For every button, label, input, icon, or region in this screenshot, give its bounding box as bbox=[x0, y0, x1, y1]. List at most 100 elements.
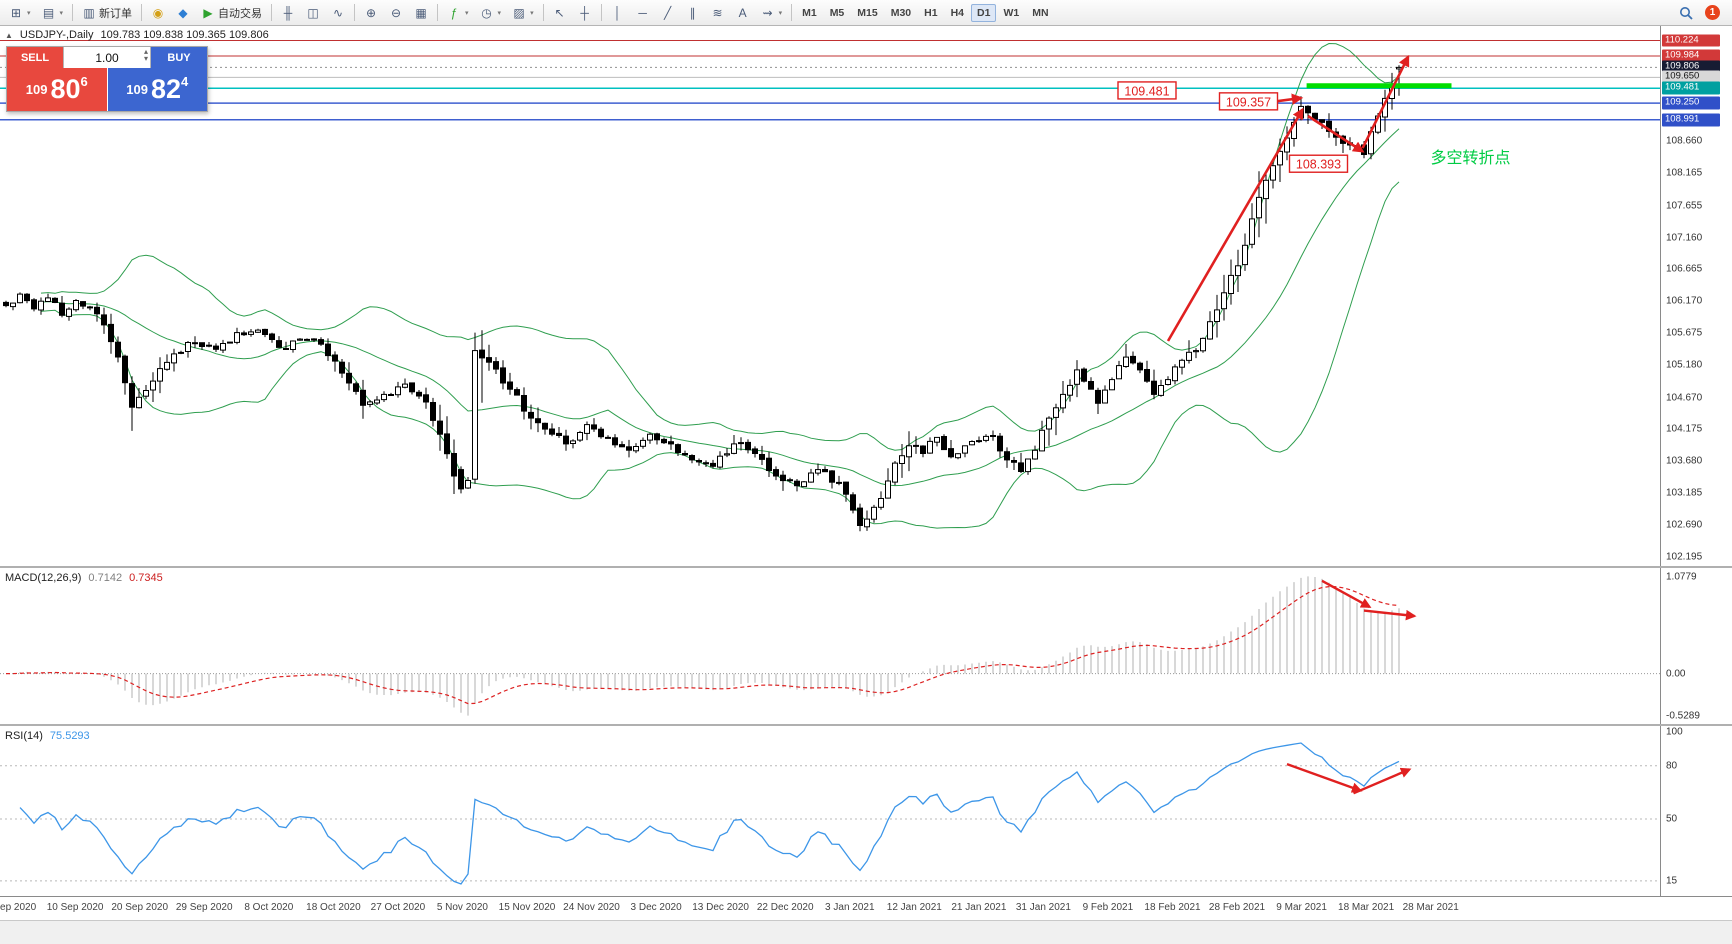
autotrading-button-label: 自动交易 bbox=[218, 7, 263, 20]
fibonacci-button[interactable]: ≋ bbox=[706, 3, 730, 23]
lot-increase-button[interactable]: ▴ bbox=[143, 47, 148, 56]
price-axis-label: 102.195 bbox=[1666, 551, 1703, 563]
date-label: 18 Oct 2020 bbox=[306, 902, 361, 913]
candles-mode-button[interactable]: ◫ bbox=[301, 3, 325, 23]
macd-canvas[interactable] bbox=[0, 568, 1660, 724]
date-label: 15 Nov 2020 bbox=[498, 902, 556, 913]
timeframe-w1[interactable]: W1 bbox=[1003, 6, 1020, 19]
price-axis-label: 106.665 bbox=[1666, 263, 1703, 275]
date-label: 31 Jan 2021 bbox=[1015, 902, 1071, 913]
text-button-icon: A bbox=[738, 5, 747, 20]
timeframe-m15[interactable]: M15 bbox=[857, 6, 878, 19]
ohlc-values: 109.783 109.838 109.365 109.806 bbox=[100, 29, 269, 41]
zoom-out-button[interactable]: ⊖ bbox=[384, 3, 408, 23]
date-label: 20 Sep 2020 bbox=[111, 902, 169, 913]
rsi-axis: 100 80 50 15 bbox=[1660, 726, 1732, 896]
one-click-trading-panel: SELL 1.00 ▴ ▾ BUY 109 80 6 109 bbox=[6, 46, 208, 112]
timeframe-m5[interactable]: M5 bbox=[829, 6, 845, 19]
channel-button-icon: ∥ bbox=[689, 5, 696, 20]
collapse-arrow-icon[interactable]: ▲ bbox=[5, 30, 13, 40]
sell-price[interactable]: 109 80 6 bbox=[7, 68, 108, 111]
zoom-in-button-icon: ⊕ bbox=[366, 5, 377, 20]
rsi-value: 75.5293 bbox=[49, 730, 90, 742]
indicators-button[interactable]: ƒ ▾ bbox=[442, 3, 474, 23]
toolbar-separator bbox=[141, 4, 143, 21]
sell-button[interactable]: SELL bbox=[7, 47, 63, 68]
date-label: 24 Nov 2020 bbox=[563, 902, 620, 913]
crosshair-button[interactable]: ┼ bbox=[573, 3, 597, 23]
notification-badge[interactable]: 1 bbox=[1705, 5, 1720, 20]
lot-size-value: 1.00 bbox=[95, 50, 119, 65]
new-chart-button-icon: ⊞ bbox=[10, 5, 22, 20]
timeframe-m30[interactable]: M30 bbox=[890, 6, 912, 19]
macd-axis-label: -0.5289 bbox=[1666, 710, 1700, 722]
timeframe-mn[interactable]: MN bbox=[1032, 6, 1049, 19]
price-axis: 108.660 108.165 107.655 107.160 106.665 106.1… bbox=[1660, 26, 1732, 566]
date-label: 9 Mar 2021 bbox=[1276, 902, 1327, 913]
bars-mode-button[interactable]: ╫ bbox=[276, 3, 300, 23]
price-axis-label: 104.175 bbox=[1666, 423, 1703, 435]
price-level-label: 110.224 bbox=[1662, 34, 1720, 47]
svg-text:多空转折点: 多空转折点 bbox=[1431, 149, 1511, 167]
date-label: 5 Nov 2020 bbox=[436, 902, 488, 913]
trendline-button[interactable]: ╱ bbox=[656, 3, 680, 23]
templates-button[interactable]: ▨ ▾ bbox=[507, 3, 539, 23]
buy-button[interactable]: BUY bbox=[151, 47, 207, 68]
search-icon[interactable] bbox=[1674, 3, 1698, 23]
chart-profiles-button[interactable]: ▤ ▾ bbox=[37, 3, 69, 23]
cursor-button[interactable]: ↖ bbox=[548, 3, 572, 23]
zoom-in-button[interactable]: ⊕ bbox=[359, 3, 383, 23]
horizontal-line-button[interactable]: ─ bbox=[631, 3, 655, 23]
periods-button-icon: ◷ bbox=[481, 5, 492, 20]
vertical-line-button-icon: │ bbox=[613, 5, 622, 20]
market-icon[interactable]: ◆ bbox=[171, 3, 195, 23]
line-mode-button[interactable]: ∿ bbox=[326, 3, 350, 23]
zoom-out-button-icon: ⊖ bbox=[391, 5, 402, 20]
chevron-down-icon: ▾ bbox=[27, 9, 31, 17]
sell-price-base: 109 bbox=[25, 82, 48, 97]
mql5-community-icon[interactable]: ◉ bbox=[146, 3, 170, 23]
timeframe-m1[interactable]: M1 bbox=[802, 6, 817, 19]
price-axis-label: 107.160 bbox=[1666, 232, 1703, 243]
macd-main-value: 0.7142 bbox=[88, 572, 123, 584]
timeframe-h1[interactable]: H1 bbox=[924, 6, 938, 19]
new-chart-button[interactable]: ⊞ ▾ bbox=[4, 3, 36, 23]
rsi-pane: RSI(14) 75.5293 100 80 50 15 bbox=[0, 724, 1732, 896]
new-order-button-icon: ▥ bbox=[83, 5, 95, 20]
date-label: 21 Jan 2021 bbox=[951, 902, 1007, 913]
macd-pane: MACD(12,26,9) 0.7142 0.7345 1.0779 0.00 -0… bbox=[0, 566, 1732, 724]
text-button[interactable]: A bbox=[731, 3, 755, 23]
trade-panel-header: SELL 1.00 ▴ ▾ BUY bbox=[7, 47, 207, 68]
macd-axis: 1.0779 0.00 -0.5289 bbox=[1660, 568, 1732, 724]
timeframe-d1[interactable]: D1 bbox=[971, 3, 997, 22]
date-axis: 1 Sep 2020 10 Sep 2020 20 Sep 2020 29 Sep 2… bbox=[0, 896, 1732, 920]
vertical-line-button[interactable]: │ bbox=[606, 3, 630, 23]
toolbar-separator bbox=[600, 4, 602, 21]
channel-button[interactable]: ∥ bbox=[681, 3, 705, 23]
lot-size-input[interactable]: 1.00 ▴ ▾ bbox=[63, 47, 151, 68]
timeframe-h4[interactable]: H4 bbox=[950, 6, 965, 19]
rsi-canvas[interactable] bbox=[0, 726, 1660, 896]
rsi-axis-label: 50 bbox=[1666, 813, 1678, 825]
toolbar-right: 1 bbox=[1674, 3, 1728, 23]
main-chart-pane: 109.481 109.357 108.393 多空转折点 ▲ USDJPY-,Dai… bbox=[0, 26, 1732, 566]
buy-price[interactable]: 109 82 4 bbox=[107, 68, 207, 111]
main-chart-canvas[interactable]: 109.481 109.357 108.393 多空转折点 bbox=[0, 26, 1660, 566]
buy-price-big: 82 bbox=[150, 74, 181, 104]
price-axis-label: 108.660 bbox=[1666, 135, 1703, 147]
trendline-button-icon: ╱ bbox=[663, 5, 672, 20]
tile-windows-button[interactable]: ▦ bbox=[409, 3, 433, 23]
new-order-button[interactable]: ▥ 新订单 bbox=[77, 2, 137, 24]
lot-decrease-button[interactable]: ▾ bbox=[143, 54, 148, 64]
price-axis-label: 105.180 bbox=[1666, 359, 1703, 371]
sell-price-big: 80 bbox=[50, 74, 81, 104]
periods-button[interactable]: ◷ ▾ bbox=[475, 3, 507, 23]
mql5-community-icon-icon: ◉ bbox=[152, 5, 164, 20]
date-label: 18 Mar 2021 bbox=[1338, 902, 1395, 913]
price-level-label: 109.481 bbox=[1662, 81, 1720, 95]
arrows-button[interactable]: ⇝ ▾ bbox=[756, 3, 788, 23]
buy-price-base: 109 bbox=[126, 82, 148, 97]
macd-axis-label: 0.00 bbox=[1666, 668, 1686, 680]
date-label: 22 Dec 2020 bbox=[756, 902, 814, 913]
autotrading-button[interactable]: ▶ 自动交易 bbox=[196, 2, 267, 24]
